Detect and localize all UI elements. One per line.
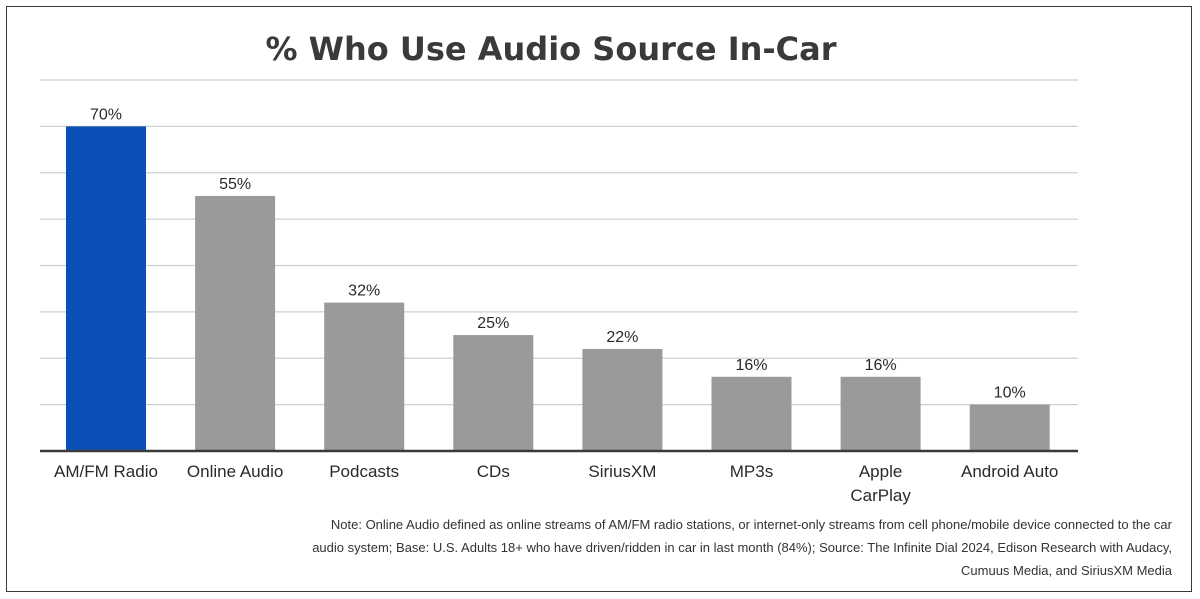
category-label: Online Audio bbox=[187, 462, 283, 481]
data-label: 25% bbox=[477, 315, 509, 332]
data-label: 70% bbox=[90, 106, 122, 123]
category-label: Android Auto bbox=[961, 462, 1058, 481]
footnote-line-3: Cumuus Media, and SiriusXM Media bbox=[961, 563, 1172, 578]
footnote: Note: Online Audio defined as online str… bbox=[40, 513, 1172, 582]
bar bbox=[453, 335, 534, 451]
data-label: 32% bbox=[348, 283, 380, 300]
value-labels: 70% 55% 32% 25% 22% 16% 16% 10% bbox=[90, 106, 1026, 401]
footnote-line-1: Note: Online Audio defined as online str… bbox=[330, 517, 1172, 532]
bar bbox=[840, 376, 921, 451]
data-label: 10% bbox=[994, 385, 1026, 402]
data-label: 16% bbox=[735, 357, 767, 374]
data-label: 22% bbox=[606, 329, 638, 346]
category-label: Podcasts bbox=[329, 462, 399, 481]
bar bbox=[66, 126, 146, 451]
bars bbox=[66, 126, 1050, 451]
bar bbox=[195, 195, 276, 451]
category-label: Apple CarPlay bbox=[850, 462, 911, 505]
bar bbox=[324, 302, 405, 451]
category-labels: AM/FM Radio Online Audio Podcasts CDs Sirius… bbox=[54, 462, 1058, 505]
category-label: CDs bbox=[477, 462, 510, 481]
category-label: AM/FM Radio bbox=[54, 462, 158, 481]
bar bbox=[969, 404, 1050, 451]
footnote-line-2: audio system; Base: U.S. Adults 18+ who … bbox=[312, 540, 1172, 555]
chart-title: % Who Use Audio Source In-Car bbox=[265, 30, 836, 68]
data-label: 55% bbox=[219, 176, 251, 193]
category-label: SiriusXM bbox=[588, 462, 656, 481]
bar bbox=[582, 348, 663, 451]
data-label: 16% bbox=[865, 357, 897, 374]
category-label: MP3s bbox=[730, 462, 773, 481]
bar bbox=[711, 376, 792, 451]
